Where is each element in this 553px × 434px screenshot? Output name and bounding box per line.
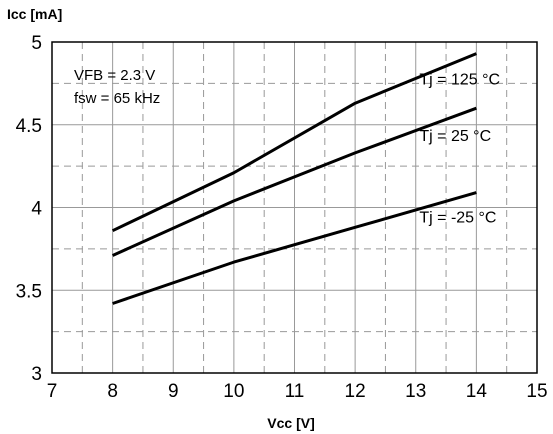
series-label: Tj = 25 °C (419, 128, 491, 145)
y-tick-label: 4.5 (16, 116, 42, 137)
series-labels: Tj = 125 °C Tj = 25 °C Tj = -25 °C (419, 72, 500, 227)
x-tick-label: 8 (107, 381, 118, 402)
x-tick-label: 7 (47, 381, 58, 402)
y-axis-label: Icc [mA] (7, 6, 62, 22)
series-label: Tj = -25 °C (419, 210, 496, 227)
y-tick-label: 3 (31, 364, 42, 385)
plot-frame (51, 41, 538, 374)
annotation-fsw: fsw = 65 kHz (74, 90, 160, 107)
x-tick-labels: 7 8 9 10 11 12 13 14 15 (47, 381, 548, 402)
y-tick-label: 4 (31, 199, 42, 220)
series-line (111, 52, 477, 233)
series-label: Tj = 125 °C (419, 72, 500, 89)
x-tick-label: 13 (405, 381, 426, 402)
annotation-vfb: VFB = 2.3 V (74, 67, 155, 84)
x-tick-label: 14 (466, 381, 488, 402)
series-line (112, 191, 477, 305)
series-lines (111, 52, 477, 305)
x-tick-label: 11 (285, 381, 305, 402)
y-tick-label: 5 (31, 33, 42, 54)
y-tick-labels: 3 3.5 4 4.5 5 (16, 33, 43, 385)
x-tick-label: 12 (345, 381, 366, 402)
grid-solid (52, 42, 537, 373)
x-tick-label: 15 (526, 381, 547, 402)
x-axis-label: Vcc [V] (267, 415, 314, 431)
x-tick-label: 10 (223, 381, 244, 402)
y-tick-label: 3.5 (16, 281, 42, 302)
x-tick-label: 9 (168, 381, 179, 402)
series-line (112, 106, 477, 257)
